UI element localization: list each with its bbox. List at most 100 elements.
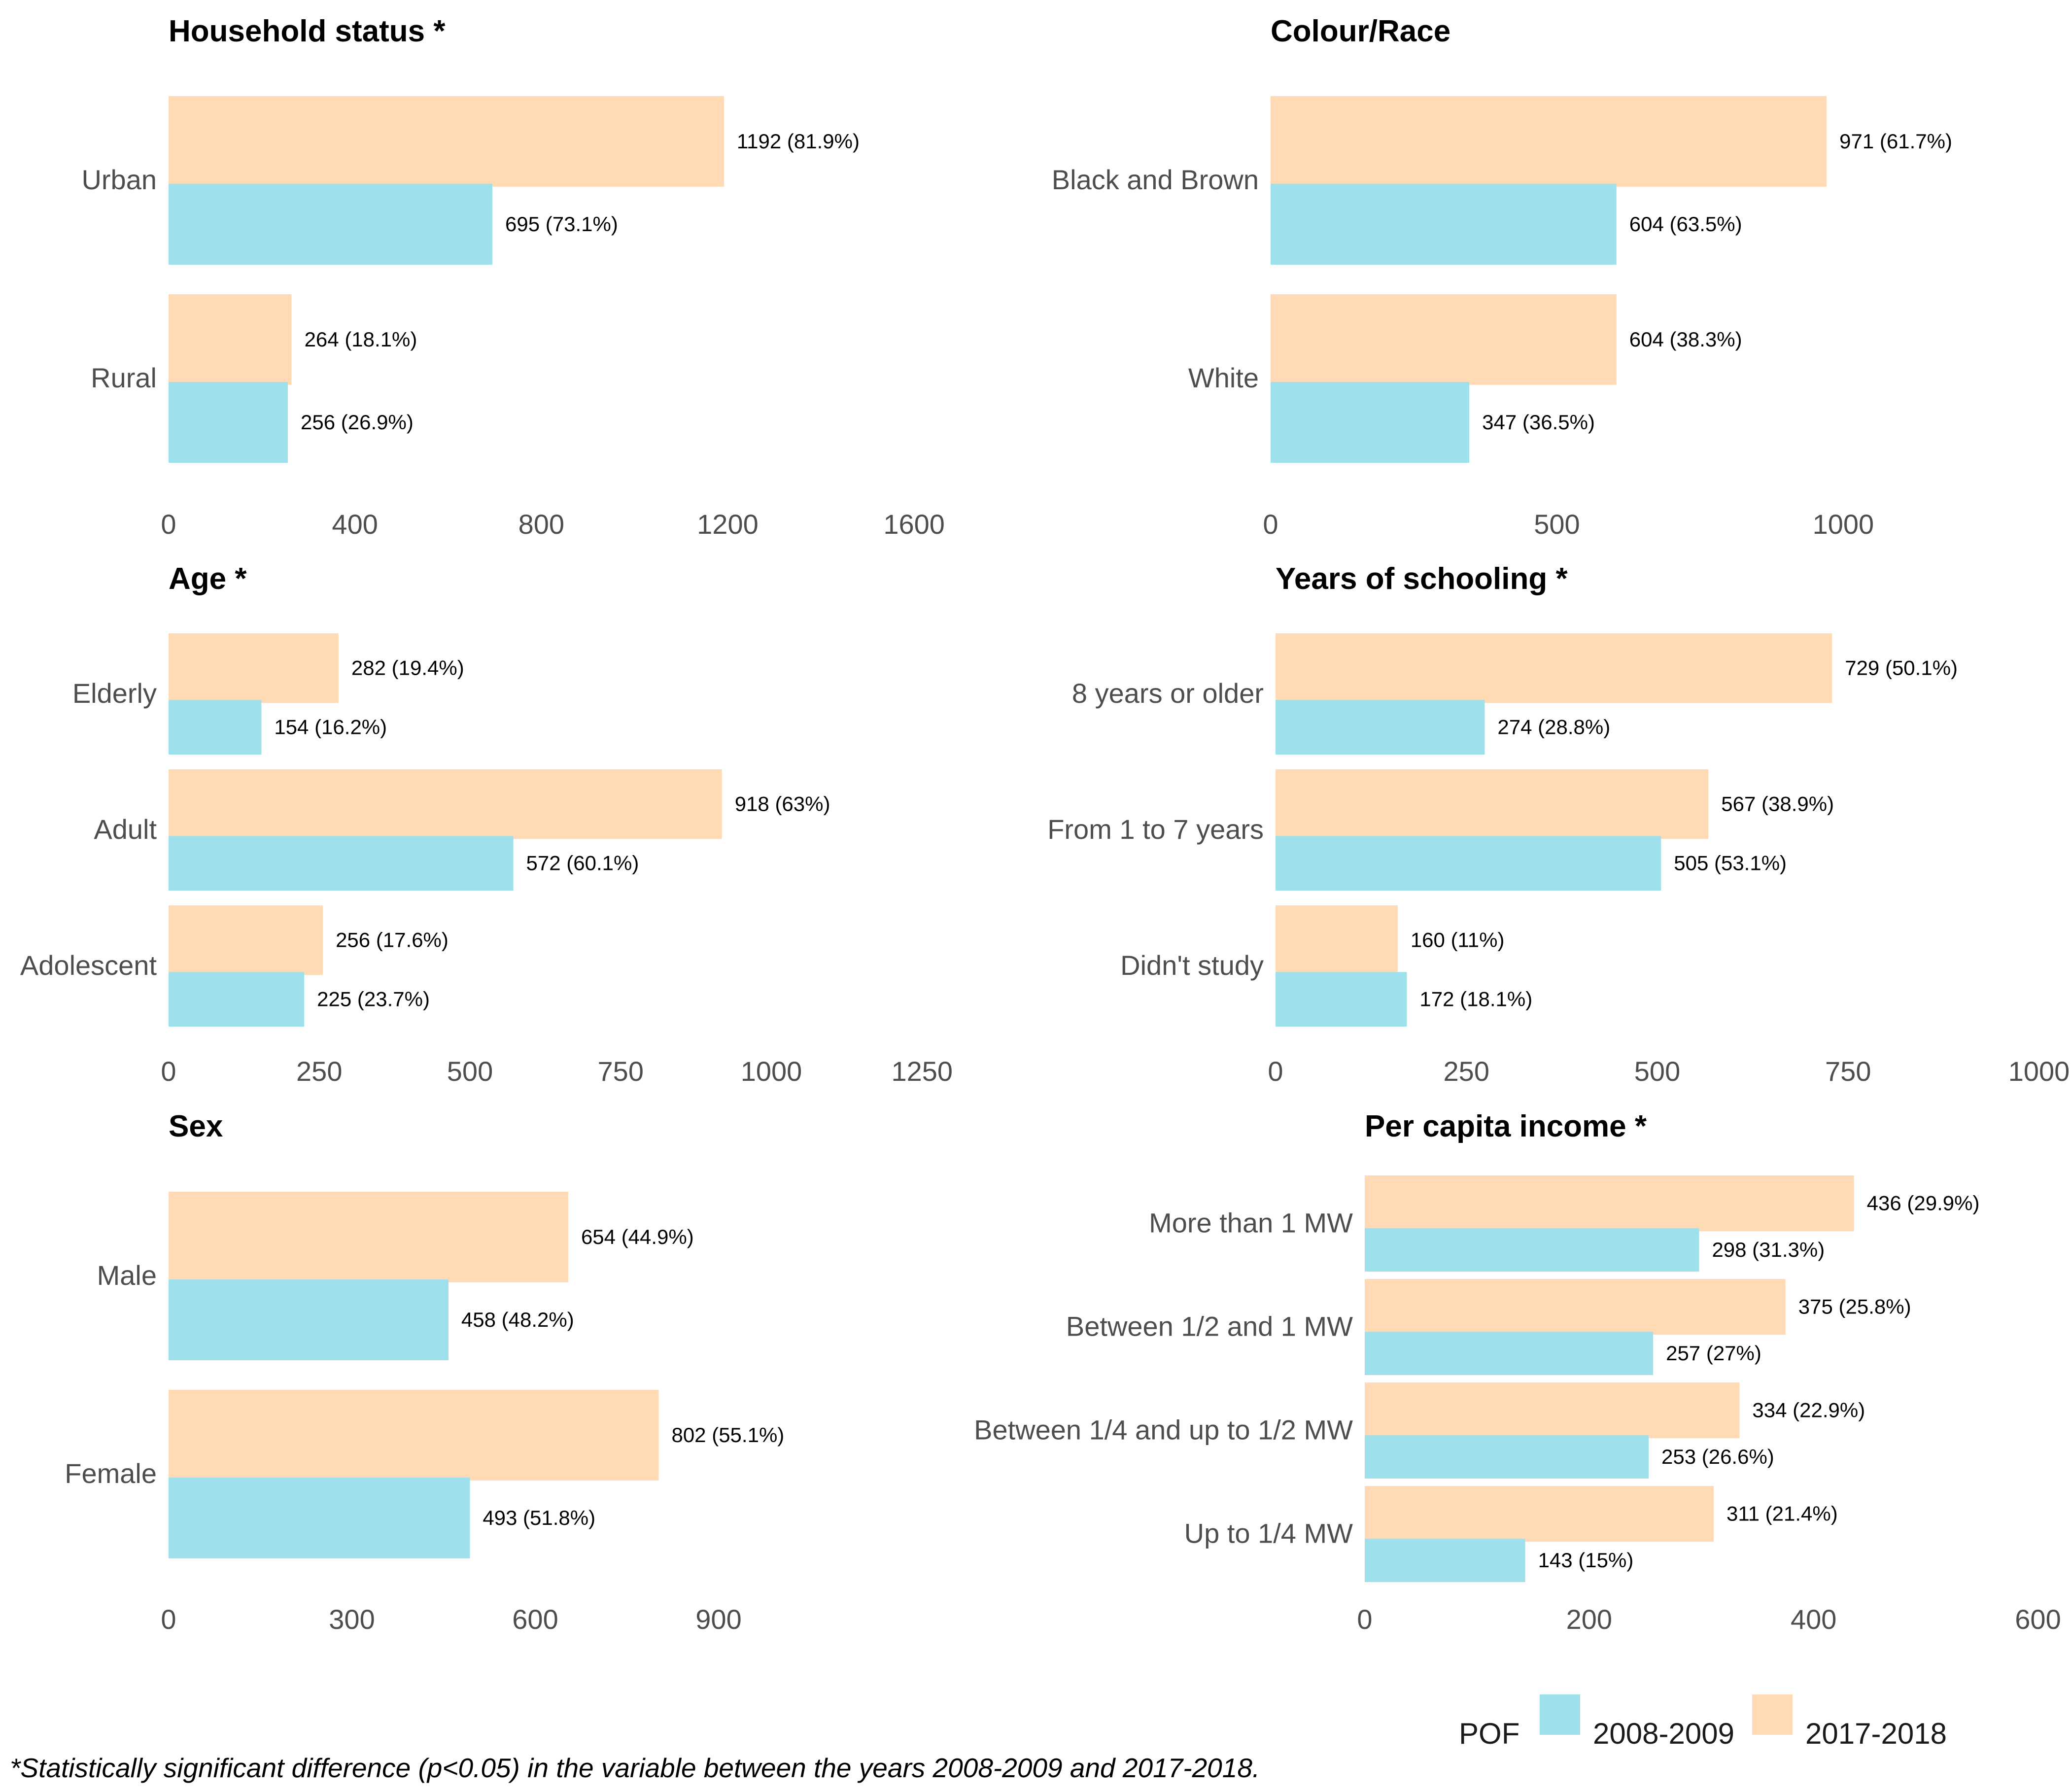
- category-label: More than 1 MW: [1149, 1207, 1353, 1239]
- data-label-2008-2009: 493 (51.8%): [483, 1506, 595, 1529]
- legend-label: 2017-2018: [1805, 1717, 1947, 1750]
- data-label-2008-2009: 256 (26.9%): [301, 411, 414, 434]
- data-label-2008-2009: 143 (15%): [1538, 1549, 1634, 1572]
- category-label: Didn't study: [1120, 950, 1264, 981]
- axis-tick-label: 750: [598, 1056, 644, 1087]
- data-label-2017-2018: 334 (22.9%): [1752, 1399, 1865, 1422]
- bar-2017-2018: [1271, 294, 1617, 385]
- data-label-2008-2009: 257 (27%): [1666, 1342, 1761, 1365]
- axis-tick-label: 400: [1791, 1604, 1836, 1635]
- axis-tick-label: 500: [1534, 509, 1580, 540]
- bar-2008-2009: [169, 1279, 449, 1360]
- data-label-2008-2009: 695 (73.1%): [505, 212, 618, 236]
- bar-2017-2018: [169, 633, 339, 703]
- panel-2: Colour/Race Black and Brown 971 (61.7%) 604…: [1052, 14, 1952, 540]
- axis-tick-label: 250: [1444, 1056, 1489, 1087]
- axis-tick-label: 800: [518, 509, 564, 540]
- bar-2008-2009: [1365, 1228, 1699, 1272]
- axis-tick-label: 0: [1268, 1056, 1283, 1087]
- data-label-2008-2009: 604 (63.5%): [1629, 212, 1742, 236]
- bar-2017-2018: [1365, 1486, 1714, 1542]
- data-label-2008-2009: 298 (31.3%): [1712, 1238, 1825, 1261]
- data-label-2008-2009: 274 (28.8%): [1497, 716, 1610, 739]
- data-label-2008-2009: 154 (16.2%): [274, 716, 387, 739]
- bar-2008-2009: [1271, 183, 1617, 265]
- panel-title: Age *: [169, 562, 247, 596]
- data-label-2017-2018: 311 (21.4%): [1726, 1502, 1838, 1525]
- category-label: Rural: [91, 362, 157, 393]
- axis-tick-label: 1000: [1813, 509, 1874, 540]
- axis-tick-label: 1250: [891, 1056, 953, 1087]
- bar-2017-2018: [169, 294, 292, 385]
- axis-tick-label: 0: [161, 1604, 176, 1635]
- legend: POF 2008-2009 2017-2018: [1459, 1694, 1947, 1750]
- category-label: Up to 1/4 MW: [1184, 1518, 1353, 1549]
- data-label-2008-2009: 253 (26.6%): [1661, 1445, 1774, 1468]
- data-label-2008-2009: 172 (18.1%): [1419, 988, 1532, 1011]
- legend-title: POF: [1459, 1717, 1519, 1750]
- panel-3: Age * Elderly 282 (19.4%) 154 (16.2%) Adult 9…: [20, 562, 953, 1087]
- bar-2017-2018: [1276, 905, 1398, 975]
- bar-2008-2009: [1276, 700, 1485, 755]
- bar-2017-2018: [1271, 96, 1827, 187]
- axis-tick-label: 200: [1566, 1604, 1612, 1635]
- data-label-2008-2009: 347 (36.5%): [1482, 411, 1595, 434]
- data-label-2008-2009: 225 (23.7%): [317, 988, 430, 1011]
- data-label-2017-2018: 436 (29.9%): [1867, 1192, 1980, 1215]
- bar-2017-2018: [1276, 769, 1709, 839]
- category-label: 8 years or older: [1072, 678, 1264, 709]
- axis-tick-label: 1000: [741, 1056, 802, 1087]
- category-label: From 1 to 7 years: [1047, 814, 1264, 845]
- data-label-2017-2018: 802 (55.1%): [671, 1423, 784, 1447]
- panel-title: Colour/Race: [1271, 14, 1450, 48]
- panel-1: Household status * Urban 1192 (81.9%) 695 (…: [81, 14, 944, 540]
- data-label-2017-2018: 160 (11%): [1411, 929, 1505, 952]
- footnote: *Statistically significant difference (p…: [10, 1753, 1260, 1783]
- bar-2017-2018: [169, 769, 722, 839]
- bar-2008-2009: [169, 972, 305, 1027]
- bar-2008-2009: [1276, 972, 1407, 1027]
- category-label: Adolescent: [20, 950, 157, 981]
- bar-2008-2009: [1271, 381, 1470, 463]
- category-label: Elderly: [72, 678, 157, 709]
- axis-tick-label: 0: [1357, 1604, 1372, 1635]
- bar-2017-2018: [1365, 1382, 1740, 1439]
- category-label: Adult: [94, 814, 157, 845]
- data-label-2017-2018: 654 (44.9%): [581, 1225, 694, 1248]
- axis-tick-label: 300: [329, 1604, 375, 1635]
- bar-2017-2018: [169, 905, 323, 975]
- axis-tick-label: 0: [161, 509, 176, 540]
- data-label-2017-2018: 971 (61.7%): [1839, 130, 1952, 153]
- panel-5: Sex Male 654 (44.9%) 458 (48.2%) Female 802 (…: [65, 1109, 784, 1635]
- panel-title: Per capita income *: [1365, 1109, 1647, 1143]
- bar-2008-2009: [169, 381, 288, 463]
- axis-tick-label: 0: [1263, 509, 1278, 540]
- category-label: Between 1/4 and up to 1/2 MW: [974, 1414, 1353, 1446]
- data-label-2017-2018: 604 (38.3%): [1629, 328, 1742, 351]
- data-label-2008-2009: 458 (48.2%): [461, 1308, 574, 1331]
- axis-tick-label: 1200: [697, 509, 759, 540]
- data-label-2017-2018: 282 (19.4%): [351, 656, 464, 680]
- data-label-2017-2018: 1192 (81.9%): [737, 130, 860, 153]
- category-label: Female: [65, 1458, 157, 1489]
- bar-2008-2009: [169, 836, 514, 891]
- axis-tick-label: 600: [2015, 1604, 2061, 1635]
- category-label: Urban: [81, 164, 157, 195]
- axis-tick-label: 900: [695, 1604, 741, 1635]
- bar-2017-2018: [169, 1192, 568, 1282]
- axis-tick-label: 400: [332, 509, 378, 540]
- bar-2008-2009: [169, 183, 493, 265]
- data-label-2008-2009: 505 (53.1%): [1674, 852, 1787, 875]
- bar-2017-2018: [169, 1390, 659, 1481]
- panel-title: Years of schooling *: [1276, 562, 1568, 596]
- category-label: Black and Brown: [1052, 164, 1259, 195]
- axis-tick-label: 250: [296, 1056, 342, 1087]
- category-label: Between 1/2 and 1 MW: [1066, 1311, 1353, 1342]
- bar-2017-2018: [1365, 1175, 1854, 1232]
- axis-tick-label: 1600: [883, 509, 945, 540]
- bar-2008-2009: [1365, 1332, 1654, 1375]
- axis-tick-label: 600: [512, 1604, 558, 1635]
- data-label-2017-2018: 567 (38.9%): [1721, 793, 1834, 816]
